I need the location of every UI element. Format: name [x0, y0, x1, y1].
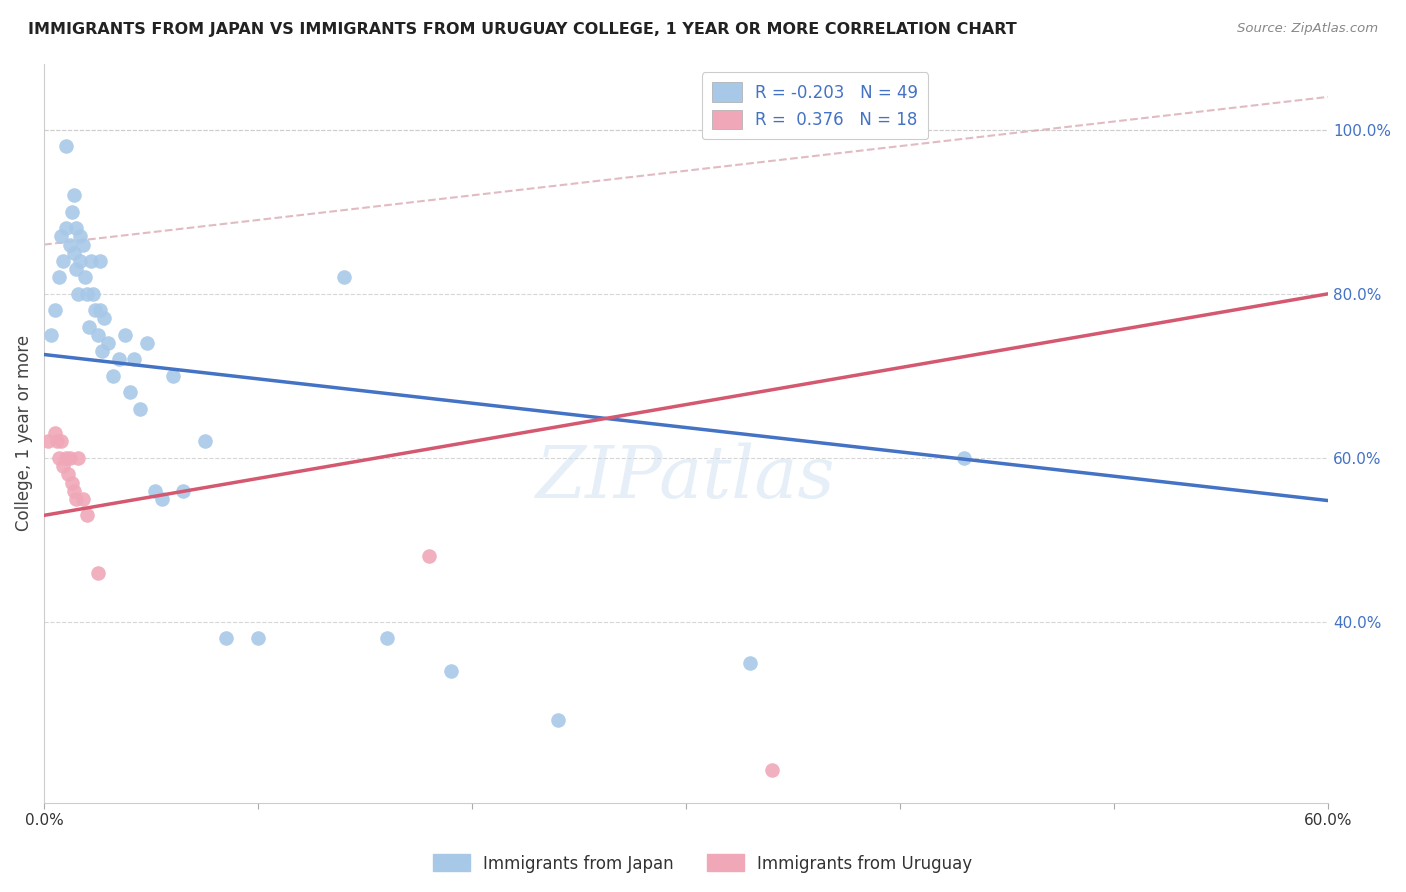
Point	[55, 450, 77, 465]
Point	[82, 286, 104, 301]
Point	[89, 254, 111, 268]
Legend: Immigrants from Japan, Immigrants from Uruguay: Immigrants from Japan, Immigrants from U…	[427, 847, 979, 880]
Point	[72, 237, 94, 252]
Point	[194, 434, 217, 449]
Point	[118, 385, 141, 400]
Point	[46, 434, 69, 449]
Point	[59, 237, 82, 252]
Point	[52, 254, 75, 268]
Point	[69, 229, 91, 244]
Point	[953, 450, 976, 465]
Point	[52, 459, 75, 474]
Point	[55, 221, 77, 235]
Y-axis label: College, 1 year or more: College, 1 year or more	[15, 335, 32, 532]
Point	[76, 286, 98, 301]
Point	[69, 254, 91, 268]
Point	[440, 665, 463, 679]
Point	[547, 714, 569, 728]
Legend: R = -0.203   N = 49, R =  0.376   N = 18: R = -0.203 N = 49, R = 0.376 N = 18	[702, 72, 928, 139]
Point	[60, 475, 83, 490]
Point	[97, 336, 120, 351]
Point	[63, 483, 86, 498]
Point	[162, 368, 184, 383]
Point	[65, 491, 87, 506]
Point	[55, 139, 77, 153]
Text: Source: ZipAtlas.com: Source: ZipAtlas.com	[1237, 22, 1378, 36]
Point	[59, 450, 82, 465]
Point	[65, 221, 87, 235]
Point	[375, 632, 398, 646]
Point	[129, 401, 152, 416]
Point	[48, 270, 70, 285]
Point	[86, 327, 108, 342]
Point	[44, 426, 66, 441]
Point	[63, 188, 86, 202]
Point	[77, 319, 100, 334]
Point	[150, 491, 173, 506]
Point	[67, 450, 90, 465]
Text: ZIPatlas: ZIPatlas	[536, 442, 837, 513]
Point	[73, 270, 96, 285]
Point	[76, 508, 98, 523]
Point	[761, 763, 783, 777]
Point	[101, 368, 124, 383]
Point	[122, 352, 145, 367]
Point	[51, 229, 73, 244]
Point	[56, 467, 79, 482]
Point	[86, 566, 108, 580]
Point	[44, 303, 66, 318]
Point	[740, 656, 762, 670]
Point	[51, 434, 73, 449]
Point	[172, 483, 194, 498]
Point	[37, 434, 59, 449]
Point	[60, 204, 83, 219]
Point	[67, 286, 90, 301]
Point	[80, 254, 103, 268]
Point	[215, 632, 238, 646]
Point	[84, 303, 107, 318]
Point	[48, 450, 70, 465]
Point	[114, 327, 136, 342]
Point	[108, 352, 131, 367]
Point	[135, 336, 157, 351]
Point	[145, 483, 167, 498]
Point	[332, 270, 354, 285]
Point	[93, 311, 115, 326]
Point	[72, 491, 94, 506]
Point	[247, 632, 270, 646]
Point	[90, 344, 112, 359]
Text: IMMIGRANTS FROM JAPAN VS IMMIGRANTS FROM URUGUAY COLLEGE, 1 YEAR OR MORE CORRELA: IMMIGRANTS FROM JAPAN VS IMMIGRANTS FROM…	[28, 22, 1017, 37]
Point	[63, 245, 86, 260]
Point	[418, 549, 440, 564]
Point	[39, 327, 62, 342]
Point	[89, 303, 111, 318]
Point	[65, 262, 87, 277]
